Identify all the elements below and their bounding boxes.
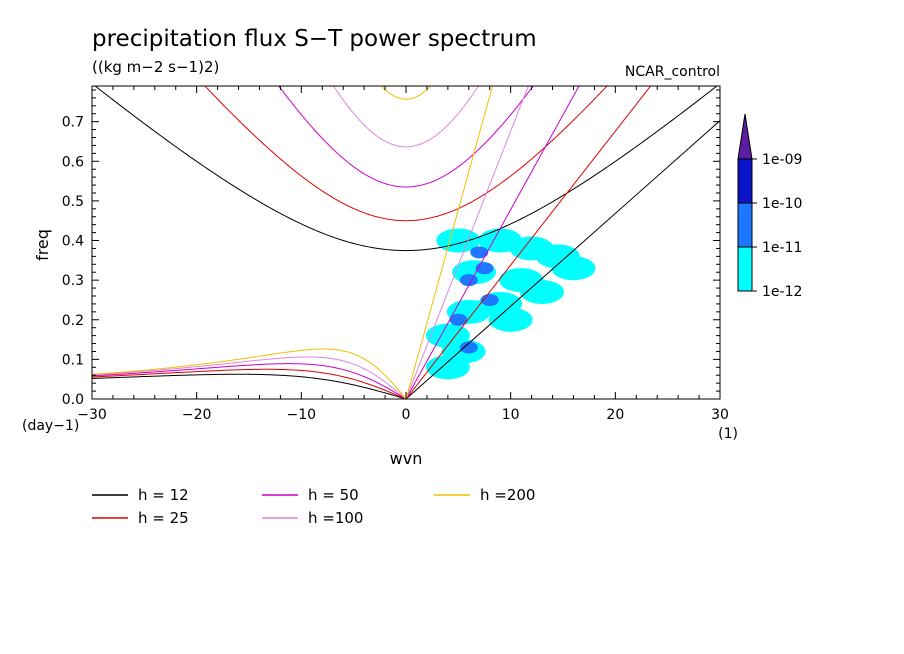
x-axis-label: wvn bbox=[390, 449, 423, 468]
curve-50-rossby bbox=[92, 363, 407, 399]
y-tick-label: 0.0 bbox=[62, 392, 84, 408]
curve-25-rossby bbox=[92, 368, 407, 399]
curve-50-kelvin bbox=[405, 86, 580, 399]
y-unit-label: (day−1) bbox=[22, 418, 79, 434]
colorbar-segment-0 bbox=[737, 246, 753, 292]
chart-title: precipitation flux S−T power spectrum bbox=[92, 26, 537, 52]
colorbar-label: 1e-10 bbox=[762, 196, 802, 212]
spectral-power-shading bbox=[425, 228, 596, 380]
legend: h = 12 h = 25 h = 50 h =100 h =200 bbox=[92, 486, 535, 527]
axis-ticks bbox=[91, 86, 721, 400]
y-tick-label: 0.7 bbox=[62, 115, 84, 131]
y-tick-label: 0.6 bbox=[62, 154, 84, 170]
curve-200-inertia-gravity bbox=[380, 86, 432, 100]
x-tick-label: −20 bbox=[182, 407, 212, 423]
legend-label-50: h = 50 bbox=[308, 486, 359, 504]
legend-label-200: h =200 bbox=[480, 486, 535, 504]
y-axis-label: freq bbox=[33, 229, 52, 261]
power-blob-12 bbox=[425, 355, 470, 380]
curve-50-inertia-gravity bbox=[278, 86, 534, 188]
curve-200-kelvin bbox=[405, 86, 494, 399]
x-tick-label: 20 bbox=[606, 407, 624, 423]
dispersion-curves bbox=[92, 86, 720, 399]
y-tick-labels: 0.0 0.1 0.2 0.3 0.4 0.5 0.6 0.7 bbox=[62, 115, 84, 408]
curve-100-inertia-gravity bbox=[332, 86, 480, 148]
power-blob-19 bbox=[459, 341, 478, 354]
curve-100-kelvin bbox=[405, 86, 529, 399]
power-blob-14 bbox=[470, 246, 489, 259]
colorbar-label: 1e-09 bbox=[762, 152, 802, 168]
legend-label-100: h =100 bbox=[308, 509, 363, 527]
x-tick-label: 10 bbox=[502, 407, 520, 423]
legend-label-25: h = 25 bbox=[138, 509, 189, 527]
curve-25-kelvin bbox=[405, 86, 652, 399]
legend-label-12: h = 12 bbox=[138, 486, 189, 504]
colorbar-segment-1 bbox=[737, 202, 753, 248]
y-tick-label: 0.1 bbox=[62, 352, 84, 368]
power-blob-13 bbox=[488, 307, 533, 332]
power-blob-5 bbox=[551, 256, 596, 281]
colorbar-segment-2 bbox=[737, 158, 753, 204]
curve-25-inertia-gravity bbox=[204, 86, 608, 222]
y-tick-label: 0.4 bbox=[62, 234, 84, 250]
x-tick-label: 30 bbox=[711, 407, 729, 423]
power-blob-17 bbox=[449, 313, 468, 326]
case-label: NCAR_control bbox=[625, 64, 720, 80]
y-tick-label: 0.3 bbox=[62, 273, 84, 289]
curve-200-rossby bbox=[92, 348, 407, 399]
colorbar-arrow bbox=[737, 113, 753, 160]
curve-12-rossby bbox=[92, 373, 407, 399]
colorbar-label: 1e-12 bbox=[762, 284, 802, 300]
x-unit-label: (1) bbox=[718, 426, 738, 442]
y-tick-label: 0.5 bbox=[62, 194, 84, 210]
chart-subtitle: ((kg m−2 s−1)2) bbox=[92, 58, 219, 76]
y-tick-label: 0.2 bbox=[62, 313, 84, 329]
x-tick-label: −30 bbox=[77, 407, 107, 423]
colorbar-label: 1e-11 bbox=[762, 240, 802, 256]
power-blob-7 bbox=[520, 280, 565, 305]
x-tick-labels: −30 −20 −10 0 10 20 30 bbox=[77, 407, 729, 423]
curve-12-kelvin bbox=[405, 120, 720, 399]
x-tick-label: −10 bbox=[287, 407, 317, 423]
curve-100-rossby bbox=[92, 356, 407, 399]
colorbar: 1e-12 1e-11 1e-10 1e-09 bbox=[737, 113, 802, 300]
plot-frame bbox=[91, 85, 721, 400]
curve-12-inertia-gravity bbox=[94, 86, 718, 252]
x-tick-label: 0 bbox=[402, 407, 411, 423]
